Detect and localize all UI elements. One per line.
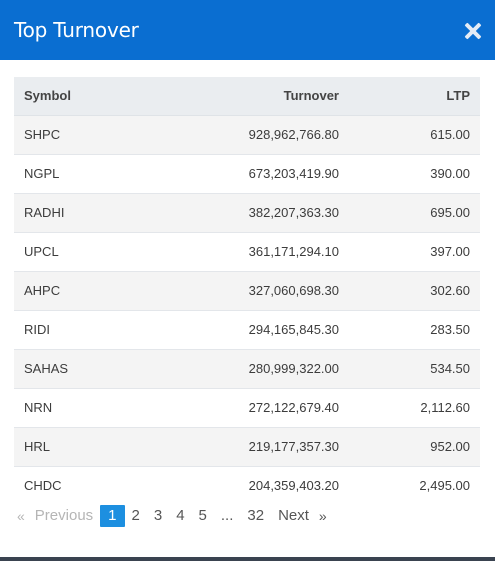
turnover-cell: 327,060,698.30: [154, 271, 349, 311]
ltp-cell: 534.50: [349, 349, 480, 389]
turnover-cell: 361,171,294.10: [154, 232, 349, 272]
ltp-cell: 2,112.60: [349, 388, 480, 428]
turnover-cell: 382,207,363.30: [154, 193, 349, 233]
ltp-cell: 397.00: [349, 232, 480, 272]
turnover-cell: 272,122,679.40: [154, 388, 349, 428]
turnover-cell: 928,962,766.80: [154, 115, 349, 155]
table-row: UPCL 361,171,294.10 397.00: [14, 232, 480, 272]
page-button-32[interactable]: 32: [247, 507, 265, 524]
symbol-cell[interactable]: UPCL: [14, 232, 154, 272]
first-page-arrow[interactable]: «: [17, 508, 25, 524]
background-page-strip: [0, 557, 495, 561]
table-row: AHPC 327,060,698.30 302.60: [14, 271, 480, 311]
table-row: SHPC 928,962,766.80 615.00: [14, 115, 480, 155]
symbol-cell[interactable]: SHPC: [14, 115, 154, 155]
table-row: SAHAS 280,999,322.00 534.50: [14, 349, 480, 389]
ltp-cell: 695.00: [349, 193, 480, 233]
modal-header: Top Turnover: [0, 0, 495, 60]
modal-title: Top Turnover: [14, 18, 139, 42]
page-button-5[interactable]: 5: [198, 507, 207, 524]
turnover-cell: 673,203,419.90: [154, 154, 349, 194]
table-row: RADHI 382,207,363.30 695.00: [14, 193, 480, 233]
table-row: RIDI 294,165,845.30 283.50: [14, 310, 480, 350]
page-button-1[interactable]: 1: [100, 505, 125, 527]
table-row: NGPL 673,203,419.90 390.00: [14, 154, 480, 194]
ltp-cell: 390.00: [349, 154, 480, 194]
page-button-4[interactable]: 4: [176, 507, 185, 524]
symbol-cell[interactable]: SAHAS: [14, 349, 154, 389]
symbol-cell[interactable]: HRL: [14, 427, 154, 467]
pagination: « Previous 1 2 3 4 5 ... 32 Next »: [14, 505, 330, 527]
ltp-cell: 2,495.00: [349, 466, 480, 505]
symbol-cell[interactable]: NGPL: [14, 154, 154, 194]
column-header-symbol[interactable]: Symbol: [14, 77, 154, 116]
symbol-cell[interactable]: RIDI: [14, 310, 154, 350]
page-button-2[interactable]: 2: [131, 507, 140, 524]
close-icon[interactable]: [464, 22, 482, 40]
ltp-cell: 302.60: [349, 271, 480, 311]
page-button-3[interactable]: 3: [153, 507, 163, 524]
column-header-turnover[interactable]: Turnover: [154, 77, 349, 116]
table-header-row: Symbol Turnover LTP: [14, 77, 480, 116]
ltp-cell: 283.50: [349, 310, 480, 350]
turnover-cell: 204,359,403.20: [154, 466, 349, 505]
turnover-table: Symbol Turnover LTP SHPC 928,962,766.80 …: [14, 77, 480, 505]
turnover-cell: 294,165,845.30: [154, 310, 349, 350]
page-ellipsis: ...: [220, 507, 234, 524]
table-row: HRL 219,177,357.30 952.00: [14, 427, 480, 467]
next-page-button[interactable]: Next: [278, 507, 309, 524]
symbol-cell[interactable]: AHPC: [14, 271, 154, 311]
symbol-cell[interactable]: NRN: [14, 388, 154, 428]
turnover-table-container: Symbol Turnover LTP SHPC 928,962,766.80 …: [14, 77, 480, 505]
table-row: CHDC 204,359,403.20 2,495.00: [14, 466, 480, 505]
symbol-cell[interactable]: CHDC: [14, 466, 154, 505]
ltp-cell: 952.00: [349, 427, 480, 467]
turnover-cell: 280,999,322.00: [154, 349, 349, 389]
last-page-arrow[interactable]: »: [318, 508, 327, 524]
previous-page-button[interactable]: Previous: [34, 507, 94, 524]
table-row: NRN 272,122,679.40 2,112.60: [14, 388, 480, 428]
ltp-cell: 615.00: [349, 115, 480, 155]
symbol-cell[interactable]: RADHI: [14, 193, 154, 233]
column-header-ltp[interactable]: LTP: [349, 77, 480, 116]
turnover-cell: 219,177,357.30: [154, 427, 349, 467]
